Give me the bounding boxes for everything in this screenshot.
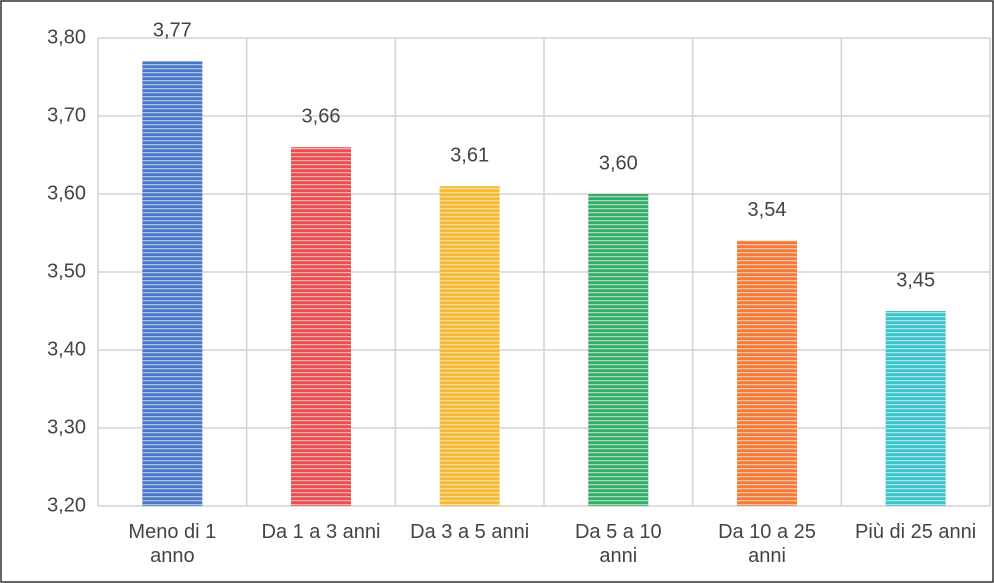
bar-texture (737, 240, 797, 507)
y-tick-label: 3,60 (47, 182, 86, 204)
y-tick-label: 3,80 (47, 26, 86, 48)
value-label: 3,61 (450, 144, 489, 166)
value-label: 3,60 (599, 152, 638, 174)
y-tick-label: 3,70 (47, 104, 86, 126)
x-tick-label: Meno di 1 anno (128, 521, 217, 567)
x-tick-label: Da 1 a 3 anni (261, 521, 381, 543)
bar-texture (439, 186, 500, 506)
bar-texture (588, 194, 649, 506)
y-tick-label: 3,50 (47, 260, 86, 282)
value-label: 3,77 (153, 20, 192, 42)
bar-texture (142, 61, 203, 507)
x-tick-label: Più di 25 anni (855, 521, 977, 543)
x-tick-label: Da 10 a 25 anni (718, 521, 816, 567)
bar-texture (291, 147, 351, 506)
x-tick-label: Da 3 a 5 anni (410, 521, 530, 543)
y-tick-label: 3,40 (47, 338, 86, 360)
value-label: 3,66 (302, 105, 341, 127)
value-label: 3,45 (896, 269, 935, 291)
y-tick-label: 3,20 (47, 494, 86, 516)
x-tick-label: Da 5 a 10 anni (574, 521, 662, 567)
bar-texture (885, 311, 946, 506)
value-label: 3,54 (748, 199, 787, 221)
y-tick-label: 3,30 (47, 416, 86, 438)
